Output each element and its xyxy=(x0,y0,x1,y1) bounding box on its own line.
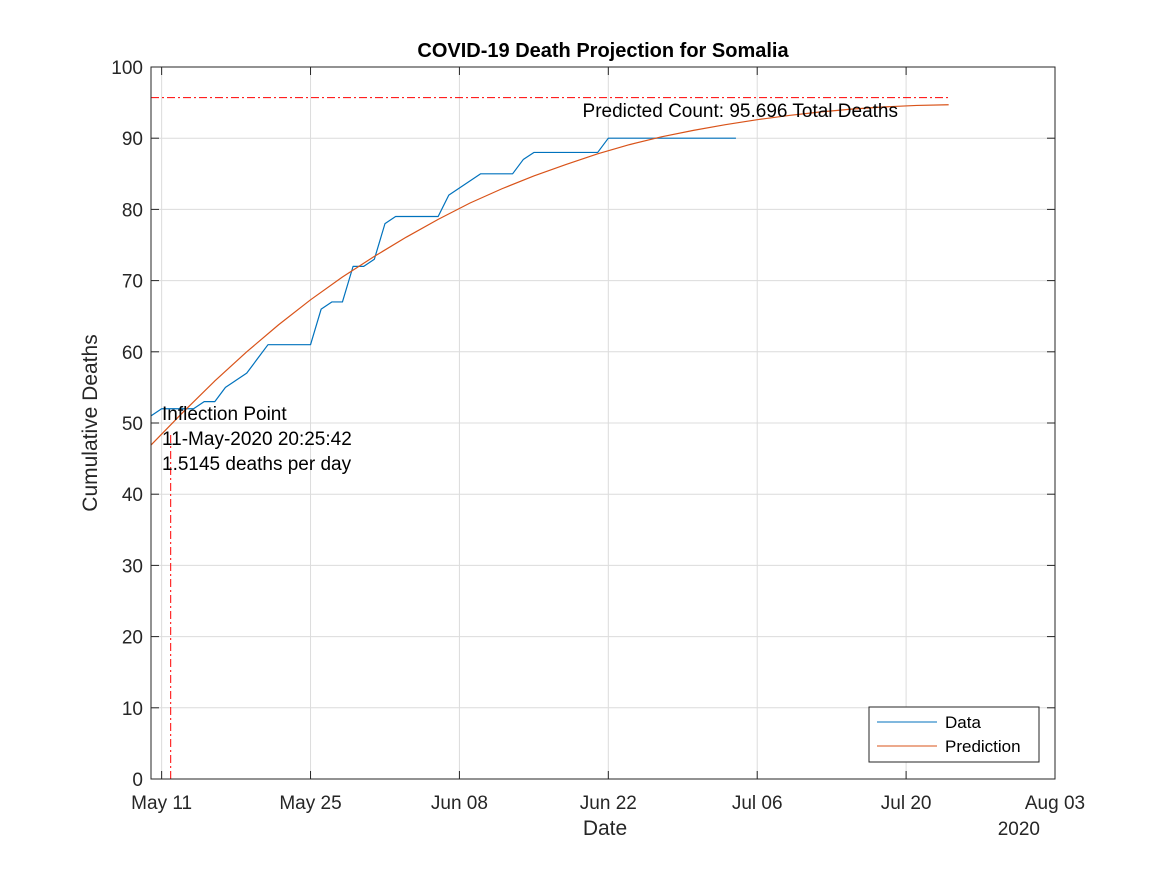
legend: Data Prediction xyxy=(868,706,1040,763)
y-tick-label: 60 xyxy=(122,343,143,364)
x-tick-label: Jul 06 xyxy=(732,793,783,814)
y-tick-label: 100 xyxy=(111,58,143,79)
x-tick-label: Jun 08 xyxy=(431,793,488,814)
inflection-point-label: Inflection Point xyxy=(162,404,287,425)
inflection-date-label: 11-May-2020 20:25:42 xyxy=(162,429,352,450)
y-tick-label: 0 xyxy=(132,770,143,791)
reference-lines xyxy=(151,97,949,779)
legend-label-data: Data xyxy=(945,713,981,732)
x-tick-label: Aug 03 xyxy=(1025,793,1085,814)
x-tick-label: Jul 20 xyxy=(881,793,932,814)
y-tick-label: 40 xyxy=(122,485,143,506)
series-line-data xyxy=(150,137,736,417)
x-axis-year-label: 2020 xyxy=(998,819,1040,840)
y-tick-label: 10 xyxy=(122,699,143,720)
axis-ticks: 0 10 20 30 40 50 60 70 80 90 100 May 11 May 25 Jun 08… xyxy=(111,58,1085,814)
y-axis-title: Cumulative Deaths xyxy=(79,334,102,511)
legend-label-prediction: Prediction xyxy=(945,737,1021,756)
x-tick-label: May 25 xyxy=(279,793,341,814)
legend-box xyxy=(868,706,1040,763)
series-layer xyxy=(150,104,949,446)
y-tick-label: 30 xyxy=(122,556,143,577)
inflection-rate-label: 1.5145 deaths per day xyxy=(162,454,352,475)
y-tick-label: 70 xyxy=(122,272,143,293)
y-tick-label: 20 xyxy=(122,628,143,649)
x-tick-label: Jun 22 xyxy=(580,793,637,814)
y-tick-label: 80 xyxy=(122,200,143,221)
series-line-prediction xyxy=(150,104,949,446)
y-tick-label: 50 xyxy=(122,414,143,435)
x-axis-title: Date xyxy=(583,817,627,840)
predicted-count-annotation: Predicted Count: 95.696 Total Deaths xyxy=(583,101,898,122)
grid-lines xyxy=(151,67,1055,779)
x-tick-label: May 11 xyxy=(131,793,192,814)
y-tick-label: 90 xyxy=(122,129,143,150)
chart-title: COVID-19 Death Projection for Somalia xyxy=(417,40,789,62)
